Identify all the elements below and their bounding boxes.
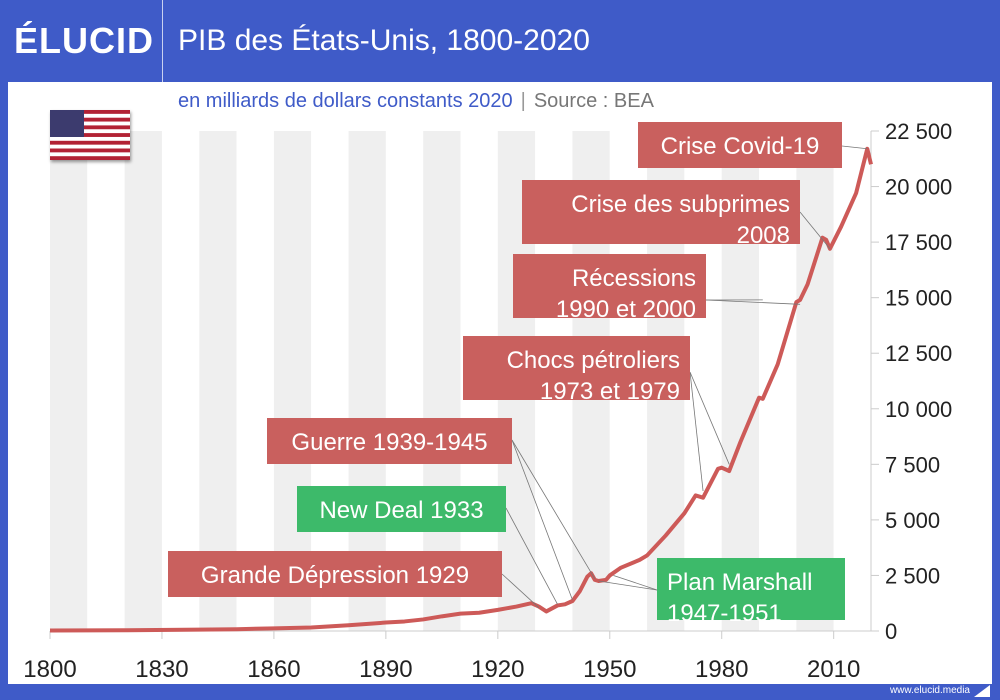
background-stripe xyxy=(161,131,200,631)
annotation-label: 1947-1951 xyxy=(667,600,782,627)
x-tick-label: 1860 xyxy=(247,656,300,683)
x-tick-label: 1890 xyxy=(359,656,412,683)
annotation-label: Crise Covid-19 xyxy=(661,133,820,160)
header: ÉLUCID PIB des États-Unis, 1800-2020 xyxy=(0,0,1000,82)
background-stripe xyxy=(124,131,162,631)
background-stripe xyxy=(385,131,424,631)
annotation-leader-line xyxy=(501,573,540,608)
annotation-leader-line xyxy=(598,580,658,591)
background-stripe xyxy=(273,131,312,631)
us-flag-icon xyxy=(50,110,130,160)
annotation-label: 1973 et 1979 xyxy=(540,378,680,405)
y-tick-label: 15 000 xyxy=(885,286,952,311)
annotation-label: Guerre 1939-1945 xyxy=(291,429,487,456)
annotation-box xyxy=(463,336,690,400)
x-tick-label: 1920 xyxy=(471,656,524,683)
annotation-label: Récessions xyxy=(572,265,696,292)
annotation-label: Plan Marshall xyxy=(667,569,812,596)
background-stripe xyxy=(236,131,274,631)
annotation-leader-line xyxy=(689,371,704,492)
y-tick-label: 20 000 xyxy=(885,175,952,200)
y-tick-label: 22 500 xyxy=(885,119,952,144)
elucid-logo: ÉLUCID xyxy=(14,20,154,61)
background-stripe xyxy=(50,131,88,631)
annotation-leader-line xyxy=(841,145,868,150)
background-stripe xyxy=(833,131,871,631)
x-tick-label: 1980 xyxy=(695,656,748,683)
x-tick-label: 2010 xyxy=(807,656,860,683)
annotation-label: 2008 xyxy=(737,222,790,249)
annotation-leader-line xyxy=(505,507,558,605)
header-divider xyxy=(162,0,163,82)
annotation-label: New Deal 1933 xyxy=(319,497,483,524)
annotation-box xyxy=(168,551,502,597)
annotation-box xyxy=(638,122,842,168)
units-label: en milliards de dollars constants 2020 xyxy=(178,90,513,112)
chart-title: PIB des États-Unis, 1800-2020 xyxy=(178,24,590,57)
annotation-box xyxy=(513,254,706,318)
background-stripe xyxy=(199,131,237,631)
x-tick-label: 1800 xyxy=(23,656,76,683)
background-stripe xyxy=(87,131,125,631)
annotation-label: Grande Dépression 1929 xyxy=(201,562,469,589)
gdp-series-line xyxy=(49,146,873,633)
y-tick-label: 12 500 xyxy=(885,341,952,366)
annotation-leader-line xyxy=(511,439,596,579)
footer-url[interactable]: www.elucid.media xyxy=(889,685,970,696)
y-tick-label: 17 500 xyxy=(885,230,952,255)
annotation-leader-line xyxy=(689,371,730,465)
annotation-leader-line xyxy=(799,211,831,250)
annotation-leader-line xyxy=(705,299,801,305)
annotation-label: Chocs pétroliers xyxy=(507,347,680,374)
background-stripe xyxy=(348,131,386,631)
annotation-label: 1990 et 2000 xyxy=(556,296,696,323)
subtitle: en milliards de dollars constants 2020 | S… xyxy=(178,90,654,113)
elucid-mark-icon xyxy=(974,685,990,697)
annotation-leader-line xyxy=(511,439,573,601)
y-tick-label: 2 500 xyxy=(885,563,940,588)
annotation-leader-line xyxy=(613,575,658,591)
source-label: Source : BEA xyxy=(533,90,654,112)
annotation-box xyxy=(267,418,512,464)
x-tick-label: 1830 xyxy=(135,656,188,683)
y-tick-label: 7 500 xyxy=(885,452,940,477)
annotation-label: Crise des subprimes xyxy=(571,191,790,218)
background-stripe xyxy=(796,131,834,631)
y-tick-label: 0 xyxy=(885,619,897,644)
x-tick-label: 1950 xyxy=(583,656,636,683)
annotation-box xyxy=(297,486,506,532)
background-stripe xyxy=(423,131,461,631)
subtitle-separator: | xyxy=(520,90,526,112)
y-tick-label: 5 000 xyxy=(885,508,940,533)
annotation-box xyxy=(522,180,800,244)
annotation-box xyxy=(657,558,845,620)
background-stripe xyxy=(311,131,349,631)
y-tick-label: 10 000 xyxy=(885,397,952,422)
